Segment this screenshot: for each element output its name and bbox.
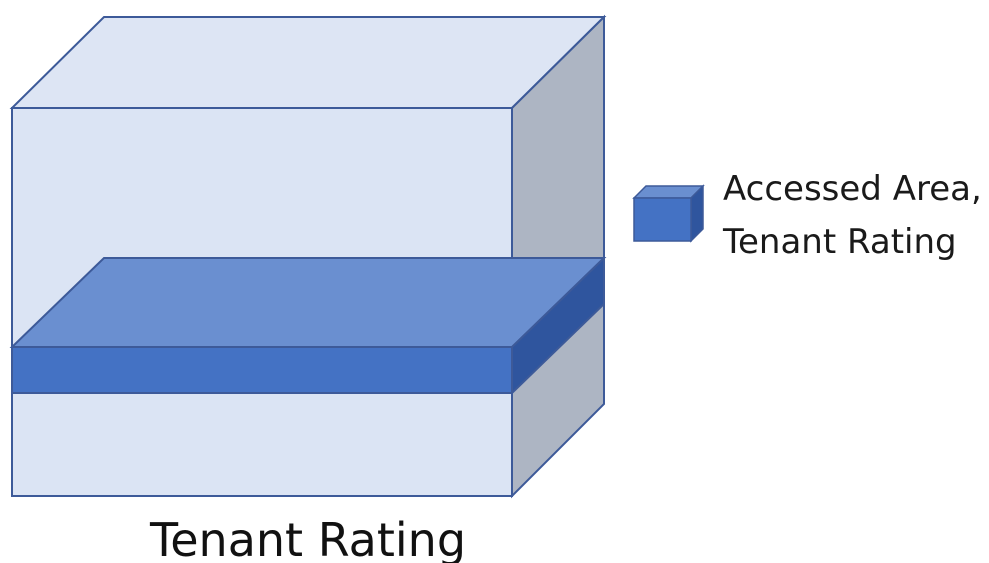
building-volume	[9, 14, 607, 499]
accessed-area-slab-top-face	[9, 257, 607, 348]
legend-label-line-1: Accessed Area,	[723, 169, 982, 209]
accessed-area-slab	[9, 255, 607, 396]
building-volume-top-face	[9, 16, 607, 109]
diagram-caption: Tenant Rating	[149, 513, 466, 563]
legend-swatch-cube	[632, 184, 705, 243]
legend-label-line-2: Tenant Rating	[722, 222, 957, 262]
legend: Accessed Area, Tenant Rating	[632, 169, 982, 262]
accessed-area-slab-front-face	[11, 346, 513, 394]
legend-swatch-front-face	[633, 197, 692, 242]
